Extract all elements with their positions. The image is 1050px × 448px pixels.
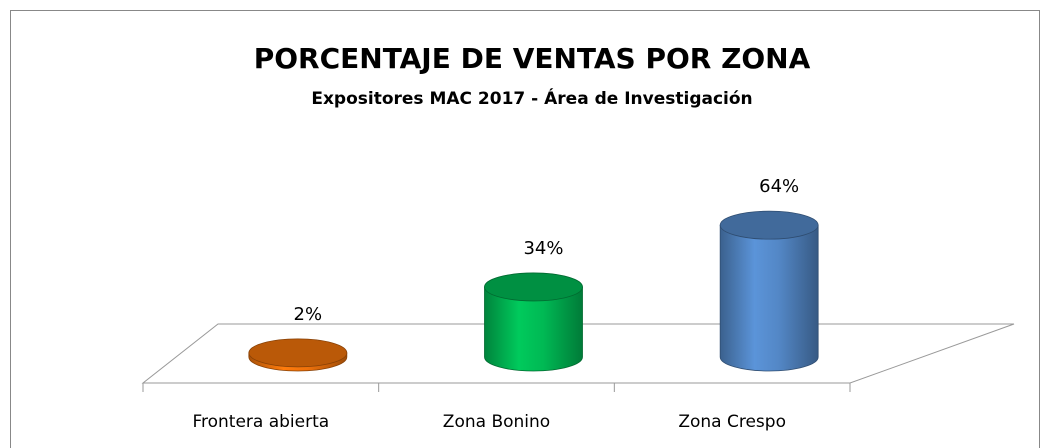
chart-title: PORCENTAJE DE VENTAS POR ZONA	[254, 42, 811, 75]
x-tick-label: Frontera abierta	[192, 412, 329, 432]
bar-top	[719, 210, 819, 240]
value-label: 34%	[523, 238, 563, 259]
chart-subtitle: Expositores MAC 2017 - Área de Investiga…	[311, 87, 752, 109]
value-label: 64%	[759, 176, 799, 197]
value-label: 2%	[294, 304, 323, 325]
x-tick-label: Zona Crespo	[678, 412, 786, 432]
bar	[719, 224, 819, 372]
x-tick-label: Zona Bonino	[443, 412, 550, 432]
chart-border	[10, 10, 1040, 448]
bar-top	[484, 272, 583, 302]
bar-top	[248, 338, 348, 368]
bar	[484, 286, 583, 372]
